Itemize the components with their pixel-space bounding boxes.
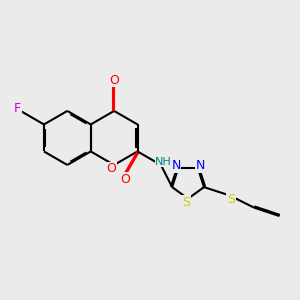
Text: O: O: [121, 172, 130, 186]
Text: N: N: [196, 159, 206, 172]
Text: F: F: [14, 102, 21, 115]
Text: N: N: [171, 159, 181, 172]
Text: O: O: [107, 162, 117, 176]
Text: S: S: [227, 193, 235, 206]
Text: O: O: [109, 74, 119, 86]
Text: S: S: [182, 196, 190, 209]
Text: NH: NH: [155, 157, 172, 167]
